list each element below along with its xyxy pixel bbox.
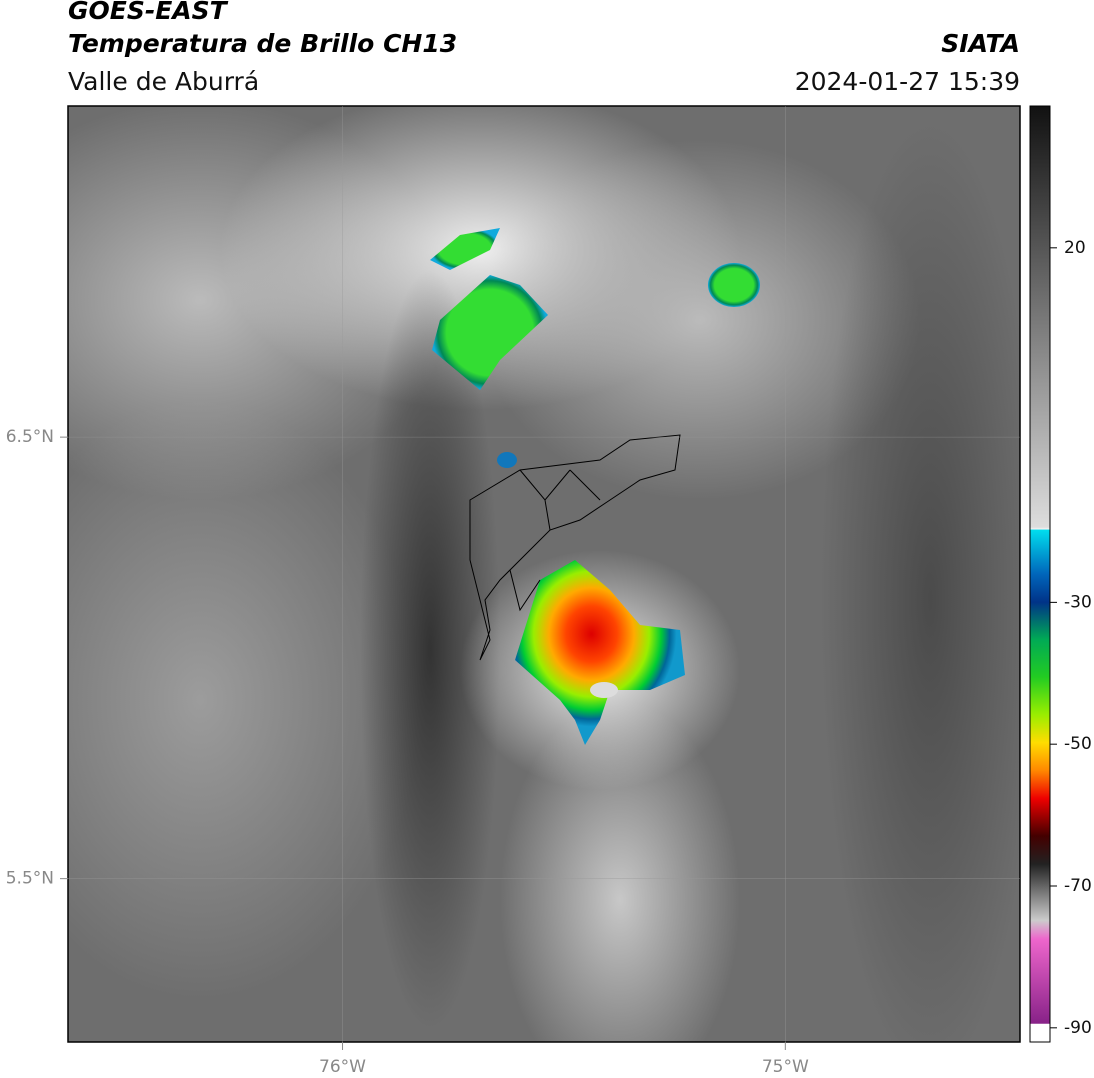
x-tick-label: 75°W	[762, 1057, 809, 1077]
colorbar-tick-label: -90	[1064, 1018, 1092, 1038]
x-tick-label: 76°W	[319, 1057, 366, 1077]
imagery	[68, 106, 1020, 1042]
y-tick-label: 6.5°N	[6, 427, 54, 447]
region: Valle de Aburrá	[68, 67, 259, 96]
colorbar-tick-label: -50	[1064, 734, 1092, 754]
map-frame	[67, 105, 1021, 1043]
colorbar	[1029, 105, 1051, 1043]
colorbar-tick-label: -30	[1064, 592, 1092, 612]
colorbar-tick-label: -70	[1064, 876, 1092, 896]
timestamp: 2024-01-27 15:39	[795, 67, 1020, 96]
title: GOES-EAST	[68, 0, 229, 25]
y-tick-label: 5.5°N	[6, 869, 54, 889]
source: SIATA	[941, 29, 1020, 58]
colorbar-tick-label: 20	[1064, 238, 1086, 258]
subtitle: Temperatura de Brillo CH13	[68, 29, 457, 58]
